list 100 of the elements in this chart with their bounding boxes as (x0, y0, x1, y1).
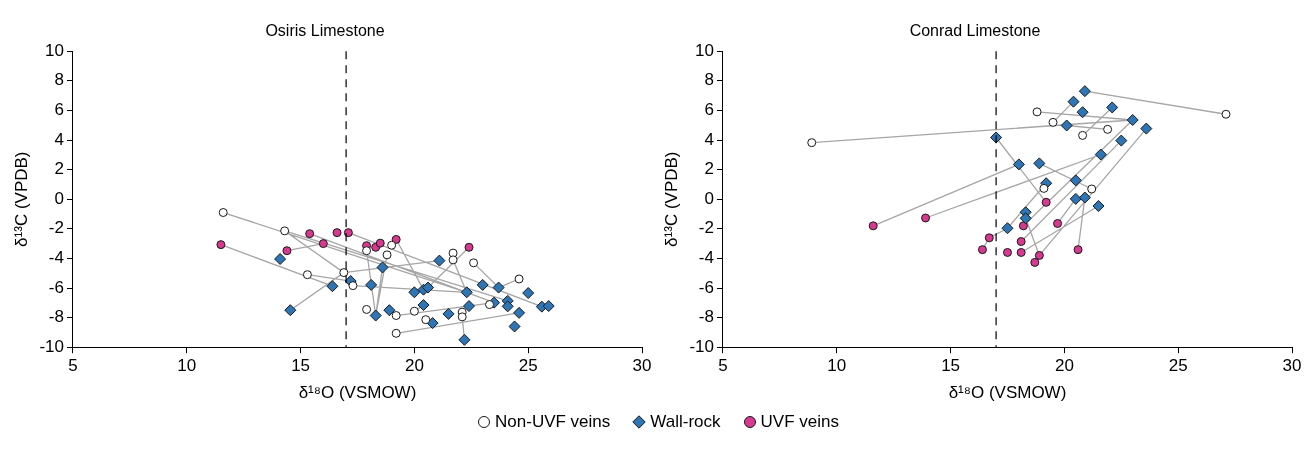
point (1016, 247, 1026, 257)
point (282, 246, 292, 256)
point (514, 274, 524, 284)
point (302, 270, 312, 280)
y-tick-label: -8 (48, 307, 64, 327)
point (1039, 183, 1049, 193)
point (1106, 101, 1119, 114)
point (1019, 212, 1032, 225)
point (457, 312, 467, 322)
x-tick-label: 10 (827, 356, 847, 376)
point (476, 278, 489, 291)
point (1067, 95, 1080, 108)
point (1060, 119, 1073, 132)
point (274, 252, 287, 265)
point (348, 281, 358, 291)
point (280, 226, 290, 236)
y-tick-label: 2 (704, 159, 714, 179)
x-tick-label: 20 (1054, 356, 1074, 376)
x-tick-label: 15 (941, 356, 961, 376)
x-tick-label: 5 (68, 356, 78, 376)
x-tick-label: 30 (1282, 356, 1302, 376)
point (409, 306, 419, 316)
point (1032, 107, 1042, 117)
point (391, 234, 401, 244)
point (464, 242, 474, 252)
point (376, 261, 389, 274)
point (1069, 192, 1082, 205)
point (216, 240, 226, 250)
y-tick-label: 2 (54, 159, 64, 179)
y-axis-title: δ¹³C (VPDB) (661, 151, 681, 247)
point (433, 254, 446, 267)
point (1034, 250, 1044, 260)
point (1078, 191, 1091, 204)
point (469, 258, 479, 268)
y-tick-label: 10 (695, 40, 714, 60)
point (463, 300, 476, 313)
point (422, 281, 435, 294)
point (1115, 134, 1128, 147)
point (332, 228, 342, 238)
y-tick-label: -4 (48, 248, 64, 268)
point (921, 213, 931, 223)
y-tick-label: 4 (704, 129, 714, 149)
x-tick-label: 30 (632, 356, 652, 376)
y-tick-label: 8 (704, 70, 714, 90)
point (387, 240, 397, 250)
legend-label: UVF veins (760, 412, 839, 432)
point (1016, 237, 1026, 247)
point (1126, 114, 1139, 127)
point (977, 245, 987, 255)
point (362, 304, 372, 314)
point (442, 307, 455, 320)
point (508, 320, 521, 333)
y-tick-label: 8 (54, 70, 64, 90)
y-tick-label: 6 (54, 100, 64, 120)
point (318, 239, 328, 249)
point (501, 300, 514, 313)
point (391, 311, 401, 321)
point (375, 238, 385, 248)
point (1001, 222, 1014, 235)
y-tick-label: 4 (54, 129, 64, 149)
y-axis-title: δ¹³C (VPDB) (11, 151, 31, 247)
point (362, 246, 372, 256)
point (421, 315, 431, 325)
point (1033, 157, 1046, 170)
point (382, 250, 392, 260)
point (1069, 174, 1082, 187)
point (522, 287, 535, 300)
point (1002, 247, 1012, 257)
point (513, 306, 526, 319)
point (284, 304, 297, 317)
point (1221, 109, 1231, 119)
x-tick-label: 5 (718, 356, 728, 376)
point (1092, 200, 1105, 213)
point (1140, 122, 1153, 135)
point (391, 328, 401, 338)
y-tick-label: -10 (689, 336, 714, 356)
point (1078, 130, 1088, 140)
point (485, 300, 494, 310)
point (326, 280, 339, 293)
y-tick-label: -2 (698, 218, 714, 238)
point (448, 255, 458, 265)
point (984, 233, 994, 243)
point (1012, 158, 1025, 171)
point (492, 281, 505, 294)
y-tick-label: -6 (698, 277, 714, 297)
point (383, 304, 396, 317)
point (408, 286, 421, 299)
point (1073, 245, 1083, 255)
y-tick-label: 0 (54, 188, 64, 208)
x-axis-title: δ¹⁸O (VSMOW) (948, 383, 1067, 403)
legend-label: Wall-rock (650, 412, 721, 432)
point (1041, 197, 1051, 207)
point (305, 229, 315, 239)
point (417, 299, 430, 312)
x-tick-label: 25 (518, 356, 538, 376)
y-tick-label: -2 (48, 218, 64, 238)
point (426, 317, 439, 330)
y-tick-label: -6 (48, 277, 64, 297)
y-tick-label: -10 (39, 336, 64, 356)
point (218, 208, 228, 218)
